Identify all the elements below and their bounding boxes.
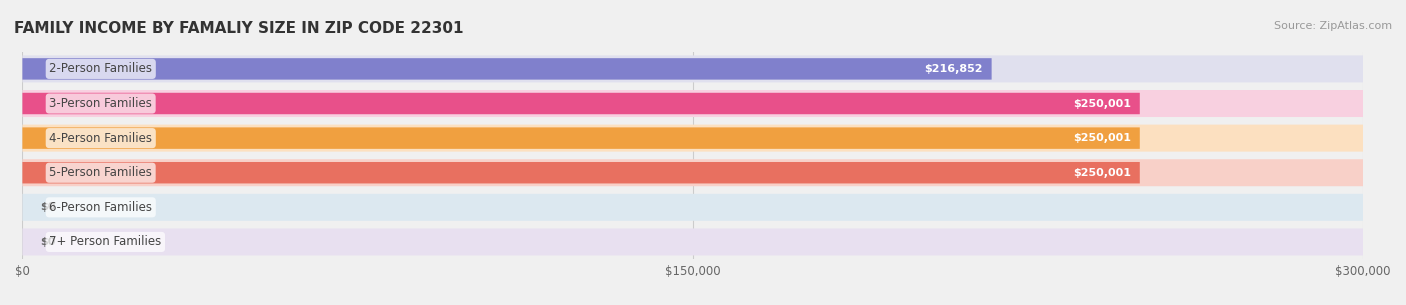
FancyBboxPatch shape (22, 159, 1364, 186)
FancyBboxPatch shape (22, 56, 1364, 82)
FancyBboxPatch shape (22, 93, 1140, 114)
Text: 3-Person Families: 3-Person Families (49, 97, 152, 110)
FancyBboxPatch shape (22, 228, 1364, 256)
Text: $250,001: $250,001 (1073, 133, 1130, 143)
Text: 5-Person Families: 5-Person Families (49, 166, 152, 179)
FancyBboxPatch shape (22, 125, 1364, 152)
FancyBboxPatch shape (22, 58, 991, 80)
Text: $250,001: $250,001 (1073, 99, 1130, 109)
Text: FAMILY INCOME BY FAMALIY SIZE IN ZIP CODE 22301: FAMILY INCOME BY FAMALIY SIZE IN ZIP COD… (14, 21, 464, 36)
FancyBboxPatch shape (22, 90, 1364, 117)
Text: 7+ Person Families: 7+ Person Families (49, 235, 162, 249)
Text: 4-Person Families: 4-Person Families (49, 132, 152, 145)
Text: $0: $0 (41, 202, 56, 212)
Text: $250,001: $250,001 (1073, 168, 1130, 178)
Text: 2-Person Families: 2-Person Families (49, 63, 152, 75)
Text: Source: ZipAtlas.com: Source: ZipAtlas.com (1274, 21, 1392, 31)
Text: $0: $0 (41, 237, 56, 247)
Text: 6-Person Families: 6-Person Families (49, 201, 152, 214)
FancyBboxPatch shape (22, 127, 1140, 149)
Text: $216,852: $216,852 (924, 64, 983, 74)
FancyBboxPatch shape (22, 194, 1364, 221)
FancyBboxPatch shape (22, 162, 1140, 183)
